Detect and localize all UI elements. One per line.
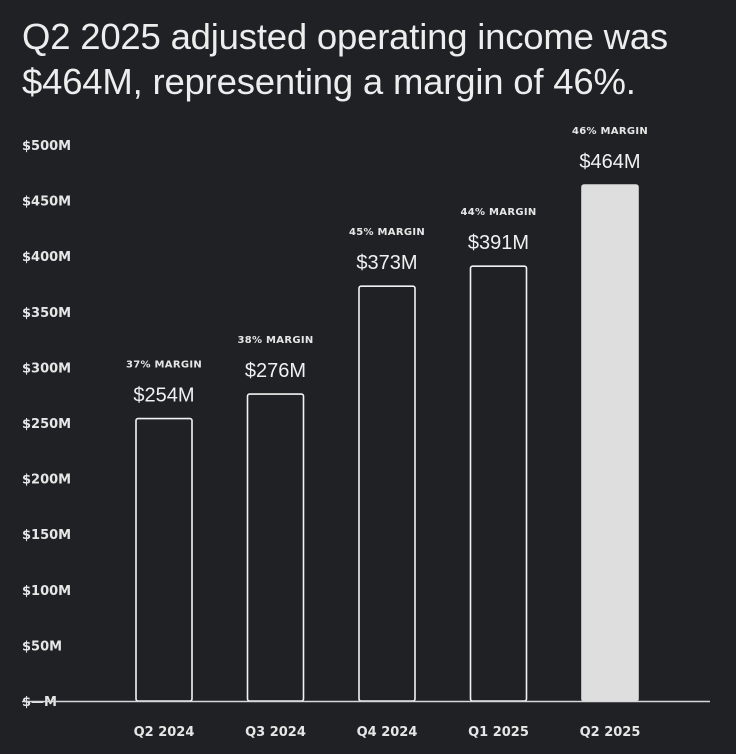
y-tick-label: $450M bbox=[22, 195, 71, 210]
bar bbox=[135, 417, 193, 702]
y-tick-label: $150M bbox=[22, 528, 71, 543]
bar-labels: $254M 37% MARGIN $276M 38% MARGIN $373M 45% M… bbox=[126, 126, 648, 407]
bar-margin-label: 44% MARGIN bbox=[460, 207, 536, 218]
bar bbox=[581, 184, 639, 702]
y-tick-label: $50M bbox=[22, 639, 62, 654]
bar-value-label: $464M bbox=[579, 151, 640, 173]
y-tick-label: $300M bbox=[22, 361, 71, 376]
y-tick-label: $400M bbox=[22, 250, 71, 265]
bar-value-label: $373M bbox=[356, 252, 417, 274]
x-tick-label: Q2 2024 bbox=[134, 725, 195, 740]
bar-value-label: $276M bbox=[245, 360, 306, 382]
y-tick-label: $200M bbox=[22, 473, 71, 488]
x-axis: Q2 2024 Q3 2024 Q4 2024 Q1 2025 Q2 2025 bbox=[22, 700, 710, 740]
y-tick-label: $500M bbox=[22, 139, 71, 154]
bar-value-label: $254M bbox=[133, 385, 194, 407]
headline: Q2 2025 adjusted operating income was $4… bbox=[22, 16, 668, 102]
bar bbox=[358, 285, 416, 702]
bar-margin-label: 38% MARGIN bbox=[237, 335, 313, 346]
x-tick-label: Q3 2024 bbox=[245, 725, 306, 740]
y-axis: $—M $50M $100M $150M $200M $250M $300M $350M $40… bbox=[22, 139, 71, 710]
bar bbox=[469, 265, 528, 702]
y-tick-label: $250M bbox=[22, 417, 71, 432]
y-tick-label: $350M bbox=[22, 306, 71, 321]
bar-margin-label: 46% MARGIN bbox=[572, 126, 648, 137]
bar-margin-label: 37% MARGIN bbox=[126, 360, 202, 371]
y-tick-label: $100M bbox=[22, 584, 71, 599]
x-tick-label: Q2 2025 bbox=[580, 725, 641, 740]
x-tick-label: Q1 2025 bbox=[468, 725, 529, 740]
bar-value-label: $391M bbox=[468, 232, 529, 254]
y-tick-label: $—M bbox=[22, 695, 57, 710]
bar bbox=[246, 393, 305, 702]
x-tick-label: Q4 2024 bbox=[357, 725, 418, 740]
bar-margin-label: 45% MARGIN bbox=[349, 227, 425, 238]
